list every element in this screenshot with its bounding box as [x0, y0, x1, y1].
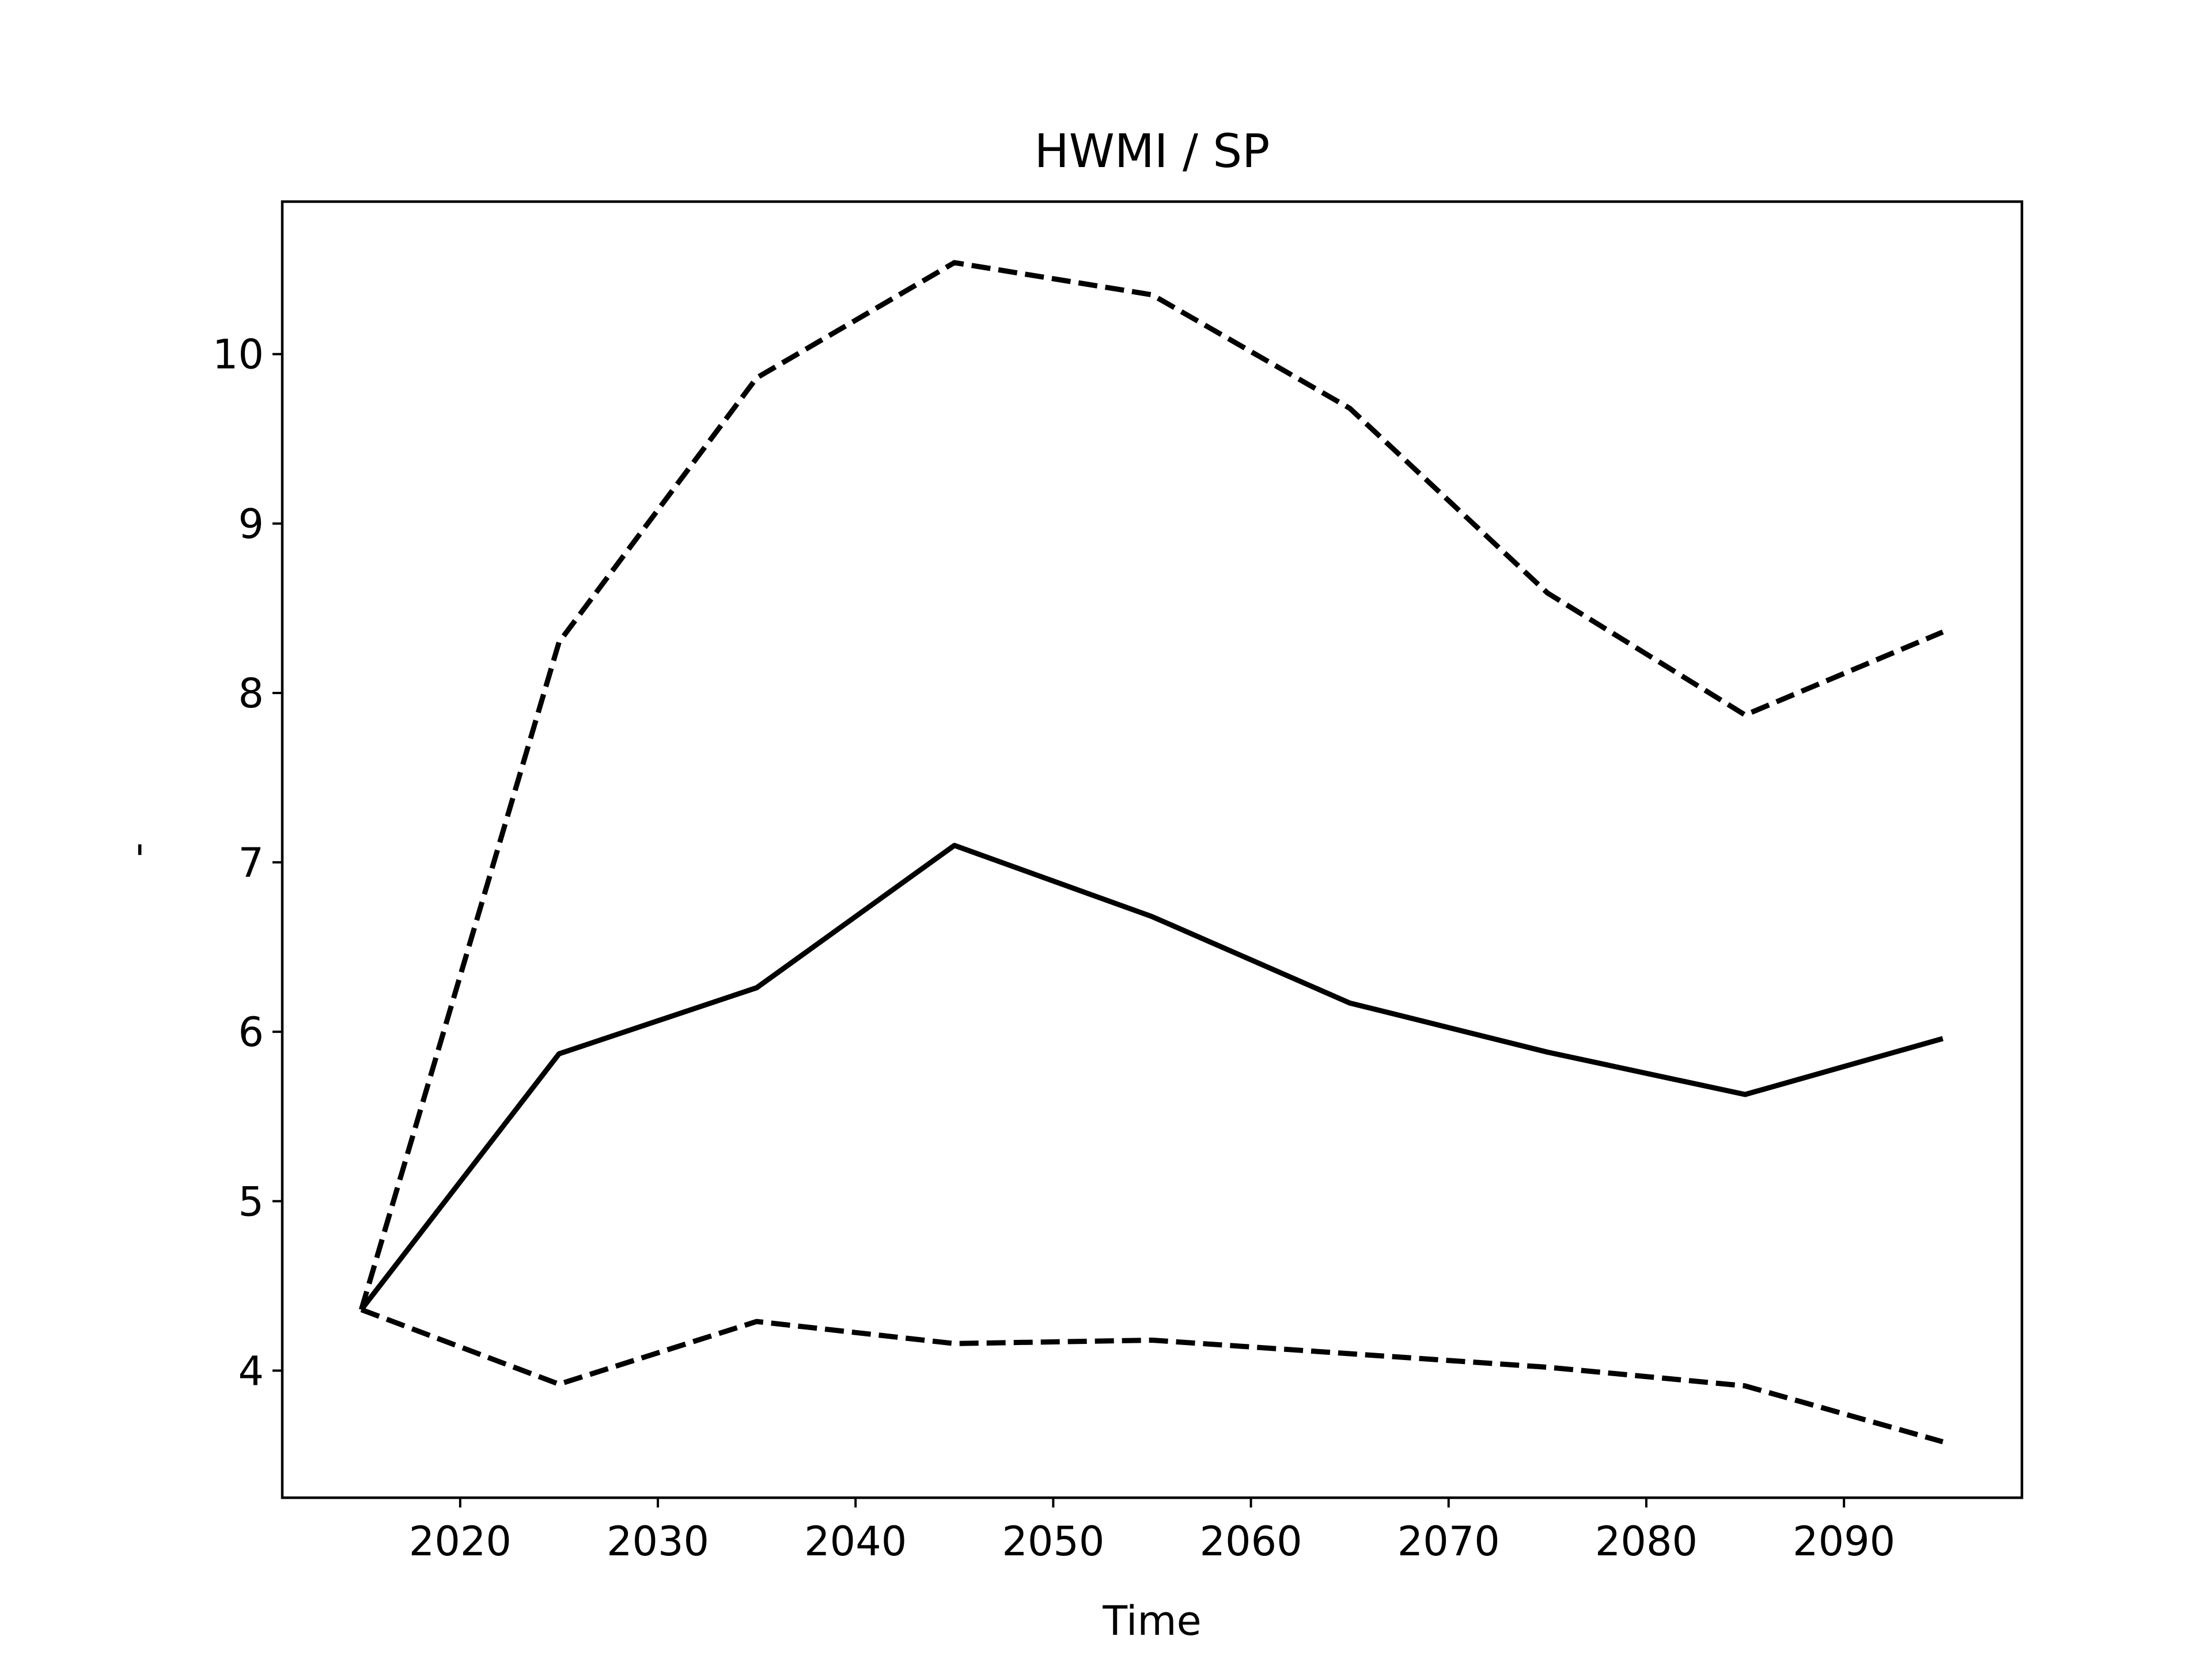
x-axis-label: Time — [1102, 1597, 1201, 1645]
series-line-3 — [360, 1307, 1944, 1445]
x-tick-label: 2020 — [409, 1518, 512, 1565]
x-tick-label: 2050 — [1002, 1518, 1104, 1565]
series-line-1 — [359, 843, 1944, 1312]
y-axis-label: - — [113, 842, 161, 857]
y-axis: 4 5 6 7 8 9 10 — [213, 331, 282, 1395]
y-tick-label: 9 — [238, 501, 264, 548]
x-tick-label: 2090 — [1793, 1518, 1895, 1565]
series-layer — [358, 260, 1944, 1445]
plot-frame — [281, 200, 2024, 1499]
y-tick-label: 7 — [238, 839, 264, 887]
x-axis: 2020 2030 2040 2050 2060 2070 2080 2090 — [409, 1498, 1895, 1565]
x-tick-label: 2040 — [804, 1518, 907, 1565]
x-tick-label: 2070 — [1397, 1518, 1500, 1565]
y-tick-label: 6 — [238, 1009, 264, 1056]
x-tick-label: 2080 — [1595, 1518, 1698, 1565]
y-tick-label: 4 — [238, 1347, 264, 1395]
y-tick-label: 10 — [213, 331, 264, 378]
chart-title: HWMI / SP — [1035, 124, 1270, 178]
x-tick-label: 2060 — [1200, 1518, 1302, 1565]
x-tick-label: 2030 — [607, 1518, 709, 1565]
y-tick-label: 5 — [238, 1178, 264, 1225]
y-tick-label: 8 — [238, 670, 264, 717]
